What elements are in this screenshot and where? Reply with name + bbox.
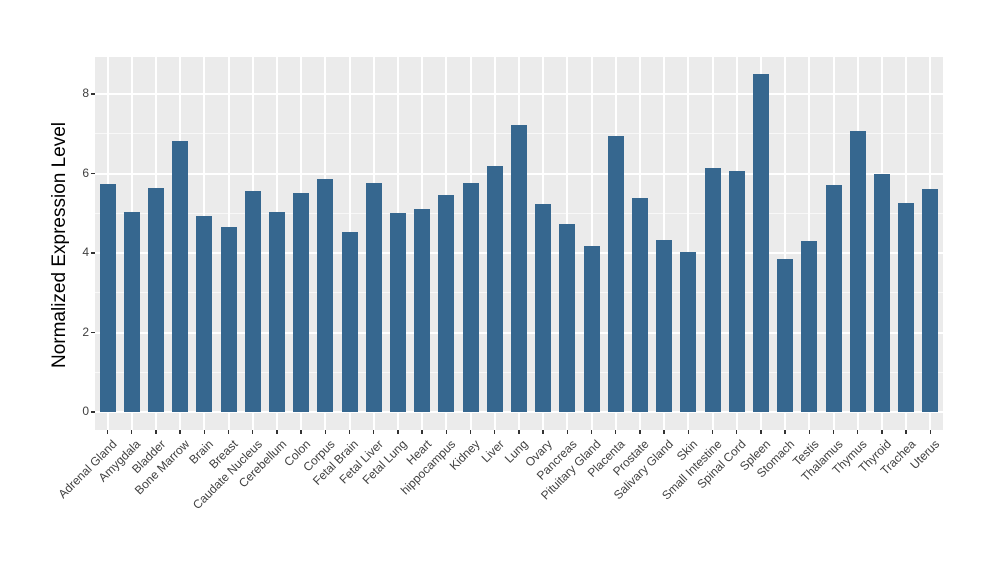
x-tick-mark [929, 430, 932, 434]
bar [849, 130, 866, 413]
bar [825, 184, 842, 413]
bar [99, 183, 116, 413]
bar [196, 215, 213, 413]
bar [438, 194, 455, 413]
y-tick-label: 2 [82, 324, 89, 339]
bar [777, 259, 794, 413]
bar [801, 240, 818, 413]
bar [510, 124, 527, 413]
bar [365, 183, 382, 413]
x-tick-mark [614, 430, 617, 434]
x-tick-mark [203, 430, 206, 434]
bar [293, 193, 310, 413]
x-tick-mark [469, 430, 472, 434]
x-tick-mark [663, 430, 665, 434]
y-tick-mark [91, 93, 95, 95]
x-tick-mark [542, 430, 544, 434]
bar [414, 209, 431, 413]
bar [317, 179, 334, 413]
x-tick-mark [832, 430, 835, 434]
bar [728, 171, 745, 413]
x-tick-mark [276, 430, 278, 434]
bar [631, 197, 648, 413]
x-tick-mark [445, 430, 448, 434]
bar [389, 213, 406, 413]
x-tick-mark [518, 430, 520, 434]
gridline-major-vertical [687, 57, 690, 430]
x-tick-mark [348, 430, 351, 434]
x-tick-mark [760, 430, 762, 434]
x-tick-mark [179, 430, 181, 434]
y-tick-label: 6 [82, 165, 89, 180]
bar [607, 135, 624, 413]
bar [680, 252, 697, 413]
x-tick-mark [493, 430, 496, 434]
x-tick-mark [735, 430, 738, 434]
y-tick-label: 4 [82, 245, 89, 260]
y-tick-mark [91, 331, 95, 334]
bar [268, 212, 285, 413]
x-tick-mark [687, 430, 690, 434]
bar [559, 223, 576, 413]
bar [244, 191, 261, 413]
x-tick-mark [324, 430, 327, 434]
bar [656, 240, 673, 413]
bar [752, 74, 769, 413]
x-tick-label: Liver [478, 437, 507, 466]
x-tick-mark [905, 430, 907, 434]
x-tick-mark [106, 430, 109, 434]
x-tick-mark [639, 430, 641, 434]
bar [220, 226, 237, 413]
x-tick-mark [856, 430, 859, 434]
bar [873, 173, 890, 413]
y-tick-label: 0 [82, 404, 89, 419]
gridline-major-vertical [784, 57, 787, 430]
bar [123, 212, 140, 413]
gridline-major-vertical [590, 57, 593, 430]
y-tick-mark [91, 252, 95, 254]
x-tick-mark [300, 430, 302, 434]
x-tick-mark [227, 430, 230, 434]
x-tick-mark [881, 430, 883, 434]
bar [535, 204, 552, 413]
x-tick-mark [397, 430, 399, 434]
x-tick-mark [566, 430, 569, 434]
x-tick-mark [590, 430, 593, 434]
bar [341, 232, 358, 413]
bar [147, 187, 164, 413]
bar [172, 140, 189, 413]
bar [704, 168, 721, 413]
x-tick-mark [711, 430, 714, 434]
y-tick-mark [91, 411, 95, 413]
x-tick-mark [251, 430, 254, 434]
x-tick-mark [808, 430, 811, 434]
x-tick-mark [784, 430, 786, 434]
y-tick-mark [91, 172, 95, 175]
bar [583, 246, 600, 413]
bar [462, 183, 479, 413]
plot-panel [95, 57, 943, 430]
y-tick-label: 8 [82, 85, 89, 100]
bar [486, 165, 503, 413]
bar [922, 189, 939, 413]
x-tick-mark [130, 430, 133, 434]
x-tick-mark [372, 430, 375, 434]
x-tick-mark [155, 430, 157, 434]
bar [898, 202, 915, 413]
x-tick-mark [421, 430, 423, 434]
